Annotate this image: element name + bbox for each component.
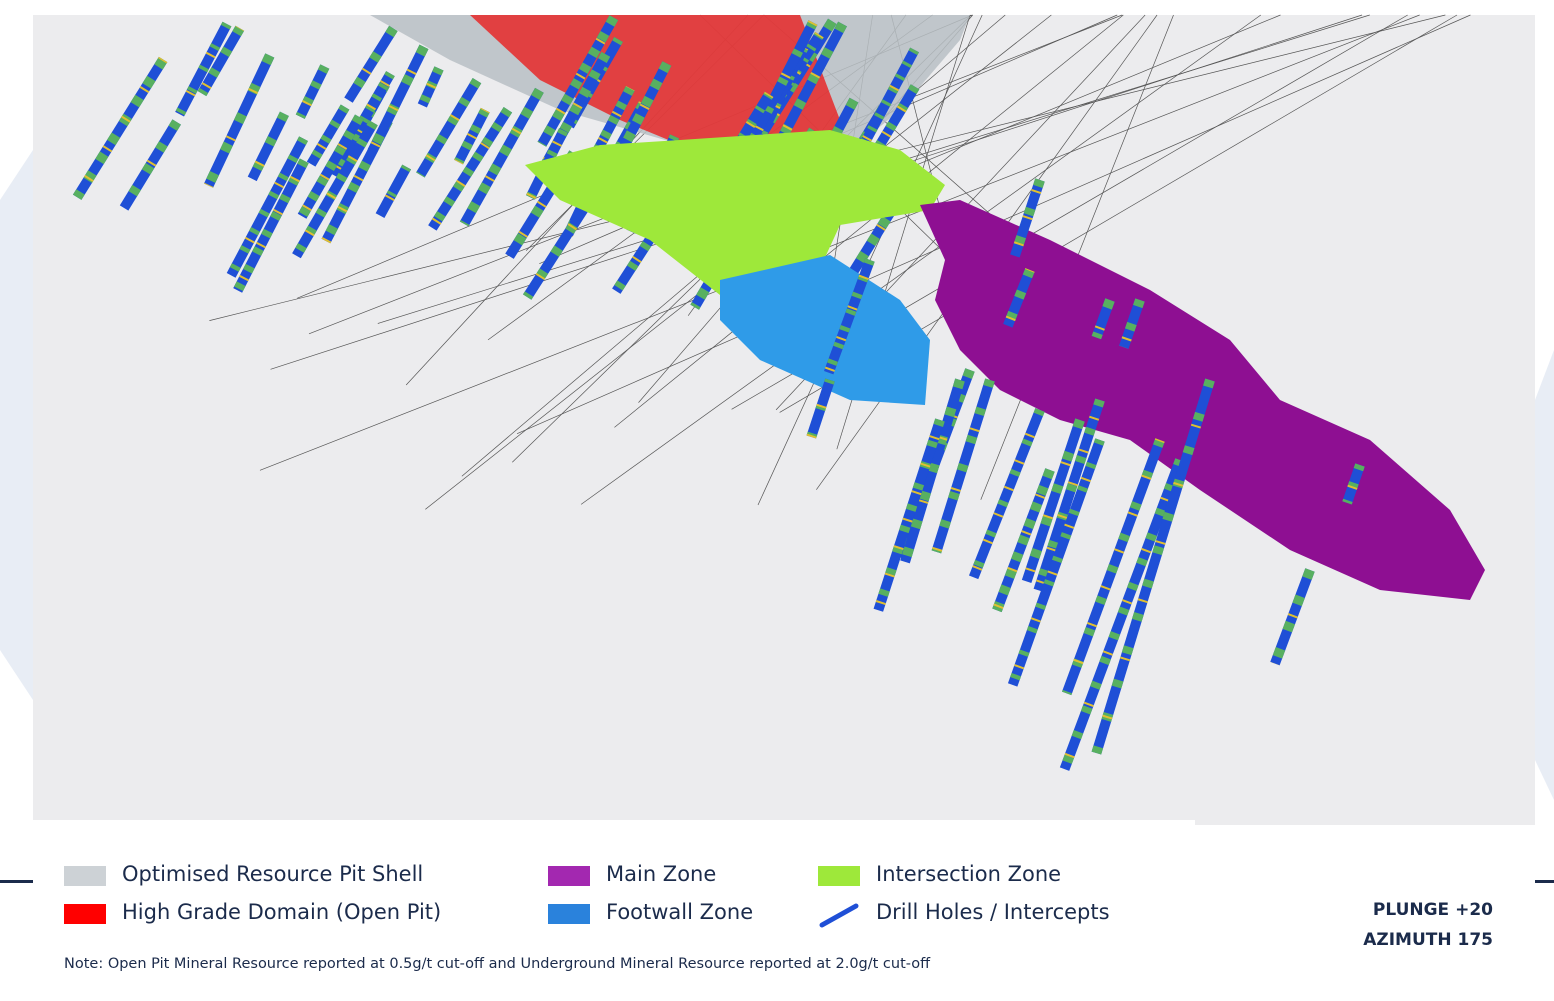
intercept: [119, 119, 181, 211]
intercept: [292, 120, 378, 259]
note: Note: Open Pit Mineral Resource reported…: [64, 956, 931, 972]
hole: [226, 136, 308, 278]
intercept: [428, 107, 513, 231]
hole: [1091, 378, 1215, 755]
legend-label: Footwall Zone: [606, 900, 754, 924]
intercept: [459, 87, 544, 227]
footwall-zone: [720, 255, 930, 405]
trace: [757, 14, 983, 506]
intercept: [1342, 463, 1365, 505]
intercept: [306, 104, 350, 167]
intercept: [574, 85, 635, 189]
legend-label: Main Zone: [606, 862, 717, 886]
drill-holes: [72, 15, 920, 310]
intercept: [601, 61, 672, 184]
hole: [375, 164, 412, 219]
hole: [295, 64, 330, 119]
hole: [197, 25, 245, 97]
intercept: [353, 71, 395, 134]
intercept: [1119, 298, 1145, 349]
intercept: [292, 120, 378, 259]
intercept: [72, 56, 168, 200]
hole: [968, 408, 1045, 580]
intercept: [1091, 298, 1115, 340]
trace: [259, 14, 1420, 471]
hole: [1007, 438, 1105, 687]
intercept: [1061, 438, 1165, 696]
intercept: [417, 66, 444, 108]
swatch: [64, 866, 106, 886]
intercept: [204, 53, 275, 188]
swatch: [548, 904, 590, 924]
intercept: [233, 158, 309, 293]
intercept: [1010, 178, 1045, 258]
drill-icon: [819, 903, 859, 928]
swatch: [548, 866, 590, 886]
intercept: [1033, 398, 1105, 592]
intercept: [175, 21, 232, 117]
legend-label: Drill Holes / Intercepts: [876, 900, 1110, 924]
intercept: [931, 378, 995, 554]
hole: [873, 418, 945, 612]
drill-holes: [806, 178, 1365, 771]
intercept: [777, 21, 847, 141]
legend-box: [33, 820, 1195, 1001]
intercept: [1119, 298, 1145, 349]
intercept: [900, 378, 965, 564]
hole: [344, 25, 398, 103]
hole: [1270, 568, 1315, 666]
swatch: [818, 866, 860, 886]
azimuth: AZIMUTH 175: [1363, 930, 1493, 950]
intercept: [505, 150, 578, 259]
intercept: [823, 258, 875, 375]
hole: [744, 20, 818, 150]
intercept: [416, 78, 482, 178]
intercept: [1003, 268, 1035, 328]
intercept: [330, 81, 390, 179]
legend-label: Intersection Zone: [876, 862, 1062, 886]
intercept: [454, 107, 490, 165]
legend-label: Optimised Resource Pit Shell: [122, 862, 424, 886]
intercept: [1021, 418, 1085, 583]
swatch: [64, 904, 106, 924]
bg-shape: [1535, 350, 1554, 800]
intercept: [992, 468, 1055, 613]
rule: [1535, 880, 1554, 883]
hole: [367, 44, 429, 154]
intercept: [505, 150, 578, 259]
rule: [0, 880, 33, 883]
intercept: [535, 51, 611, 177]
intercept: [247, 111, 289, 182]
intercept: [1059, 458, 1185, 771]
intersection-zone: [525, 130, 945, 295]
trace: [614, 14, 1124, 428]
legend-label: High Grade Domain (Open Pit): [122, 900, 442, 924]
trace: [580, 14, 1262, 505]
intercept: [806, 378, 835, 439]
intercept: [537, 15, 619, 147]
intercept: [297, 114, 364, 219]
bg-shape: [0, 150, 33, 700]
plunge: PLUNGE +20: [1372, 900, 1493, 920]
